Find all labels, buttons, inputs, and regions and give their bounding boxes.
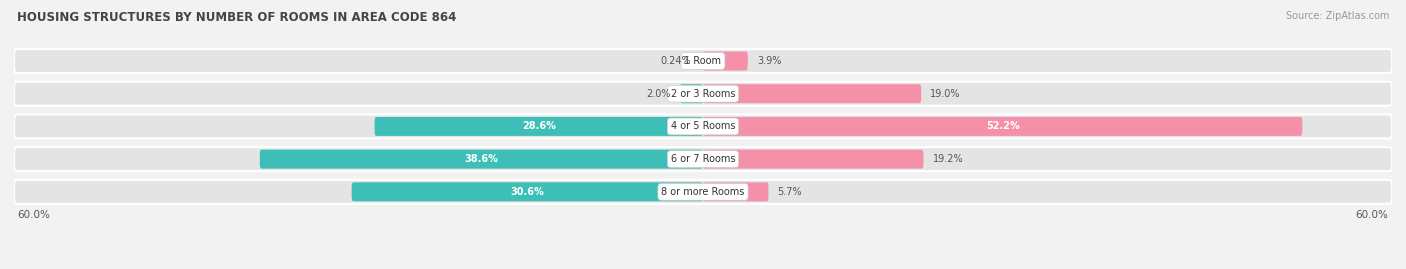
- FancyBboxPatch shape: [703, 182, 769, 201]
- Text: 19.0%: 19.0%: [931, 89, 960, 99]
- FancyBboxPatch shape: [703, 52, 748, 70]
- FancyBboxPatch shape: [14, 49, 1392, 73]
- FancyBboxPatch shape: [352, 182, 703, 201]
- Text: 19.2%: 19.2%: [932, 154, 963, 164]
- Text: 28.6%: 28.6%: [522, 121, 555, 132]
- Text: 0.24%: 0.24%: [661, 56, 692, 66]
- Text: 6 or 7 Rooms: 6 or 7 Rooms: [671, 154, 735, 164]
- Text: 30.6%: 30.6%: [510, 187, 544, 197]
- FancyBboxPatch shape: [14, 147, 1392, 171]
- FancyBboxPatch shape: [703, 150, 924, 169]
- FancyBboxPatch shape: [703, 117, 1302, 136]
- Text: 1 Room: 1 Room: [685, 56, 721, 66]
- Text: 8 or more Rooms: 8 or more Rooms: [661, 187, 745, 197]
- Text: 60.0%: 60.0%: [1355, 210, 1389, 220]
- Text: 2 or 3 Rooms: 2 or 3 Rooms: [671, 89, 735, 99]
- FancyBboxPatch shape: [260, 150, 703, 169]
- Text: HOUSING STRUCTURES BY NUMBER OF ROOMS IN AREA CODE 864: HOUSING STRUCTURES BY NUMBER OF ROOMS IN…: [17, 11, 456, 24]
- Text: 5.7%: 5.7%: [778, 187, 803, 197]
- Text: 38.6%: 38.6%: [464, 154, 498, 164]
- Text: 3.9%: 3.9%: [756, 56, 782, 66]
- FancyBboxPatch shape: [703, 84, 921, 103]
- FancyBboxPatch shape: [14, 82, 1392, 106]
- Text: 4 or 5 Rooms: 4 or 5 Rooms: [671, 121, 735, 132]
- Text: 2.0%: 2.0%: [647, 89, 671, 99]
- FancyBboxPatch shape: [14, 115, 1392, 138]
- FancyBboxPatch shape: [700, 52, 703, 70]
- FancyBboxPatch shape: [681, 84, 703, 103]
- FancyBboxPatch shape: [14, 180, 1392, 204]
- Text: 52.2%: 52.2%: [986, 121, 1019, 132]
- FancyBboxPatch shape: [374, 117, 703, 136]
- Text: Source: ZipAtlas.com: Source: ZipAtlas.com: [1285, 11, 1389, 21]
- Text: 60.0%: 60.0%: [17, 210, 51, 220]
